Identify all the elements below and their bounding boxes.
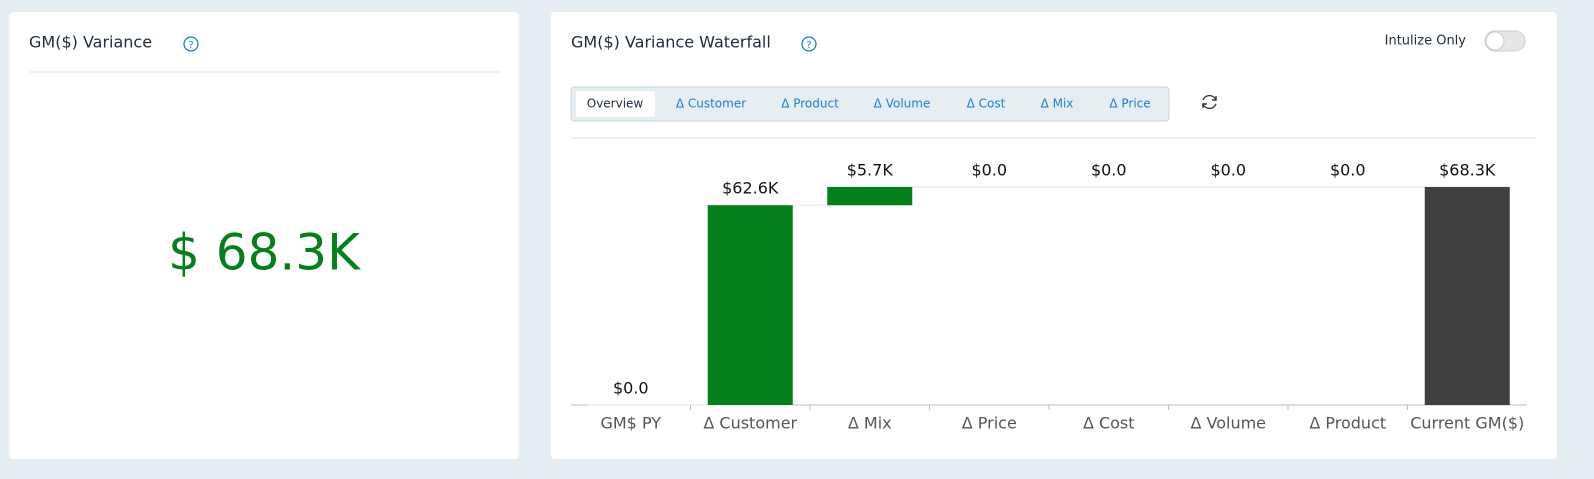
tab[interactable]: Overview <box>587 97 644 111</box>
toggle-label: Intulize Only <box>1385 34 1467 49</box>
value-label: $5.7K <box>847 161 894 180</box>
value-label: $62.6K <box>722 179 779 198</box>
tab[interactable]: Δ Volume <box>874 97 931 111</box>
tab[interactable]: Δ Product <box>781 97 839 111</box>
card-title: GM($) Variance <box>29 33 152 52</box>
tab-selected <box>576 91 655 117</box>
value-label: $0.0 <box>1091 161 1127 180</box>
value-label: $0.0 <box>1210 161 1246 180</box>
tab-bar <box>570 86 1170 122</box>
x-tick-label: Δ Mix <box>848 414 892 433</box>
x-tick-label: GM$ PY <box>600 414 661 433</box>
bar <box>707 205 793 405</box>
big-value: $ 68.3K <box>168 224 361 282</box>
tab[interactable]: Δ Customer <box>676 97 746 111</box>
variance-card <box>9 12 519 459</box>
tab[interactable]: Δ Mix <box>1041 97 1074 111</box>
toggle[interactable] <box>1484 30 1526 52</box>
value-label: $0.0 <box>971 161 1007 180</box>
svg-text:?: ? <box>188 40 193 51</box>
value-label: $68.3K <box>1439 161 1496 180</box>
help-icon[interactable]: ? <box>183 36 199 52</box>
bar <box>1424 187 1510 405</box>
refresh-icon[interactable] <box>1202 94 1217 110</box>
x-tick-label: Current GM($) <box>1410 414 1524 433</box>
x-tick-label: Δ Volume <box>1190 414 1266 433</box>
x-tick-label: Δ Price <box>962 414 1017 433</box>
bar <box>827 187 913 206</box>
svg-text:?: ? <box>806 40 811 51</box>
card-title: GM($) Variance Waterfall <box>571 33 771 52</box>
x-tick-label: Δ Cost <box>1083 414 1135 433</box>
value-label: $0.0 <box>613 379 649 398</box>
tab[interactable]: Δ Cost <box>967 97 1006 111</box>
x-tick-label: Δ Customer <box>703 414 797 433</box>
help-icon[interactable]: ? <box>801 36 817 52</box>
value-label: $0.0 <box>1330 161 1366 180</box>
x-tick-label: Δ Product <box>1309 414 1386 433</box>
tab[interactable]: Δ Price <box>1109 97 1150 111</box>
